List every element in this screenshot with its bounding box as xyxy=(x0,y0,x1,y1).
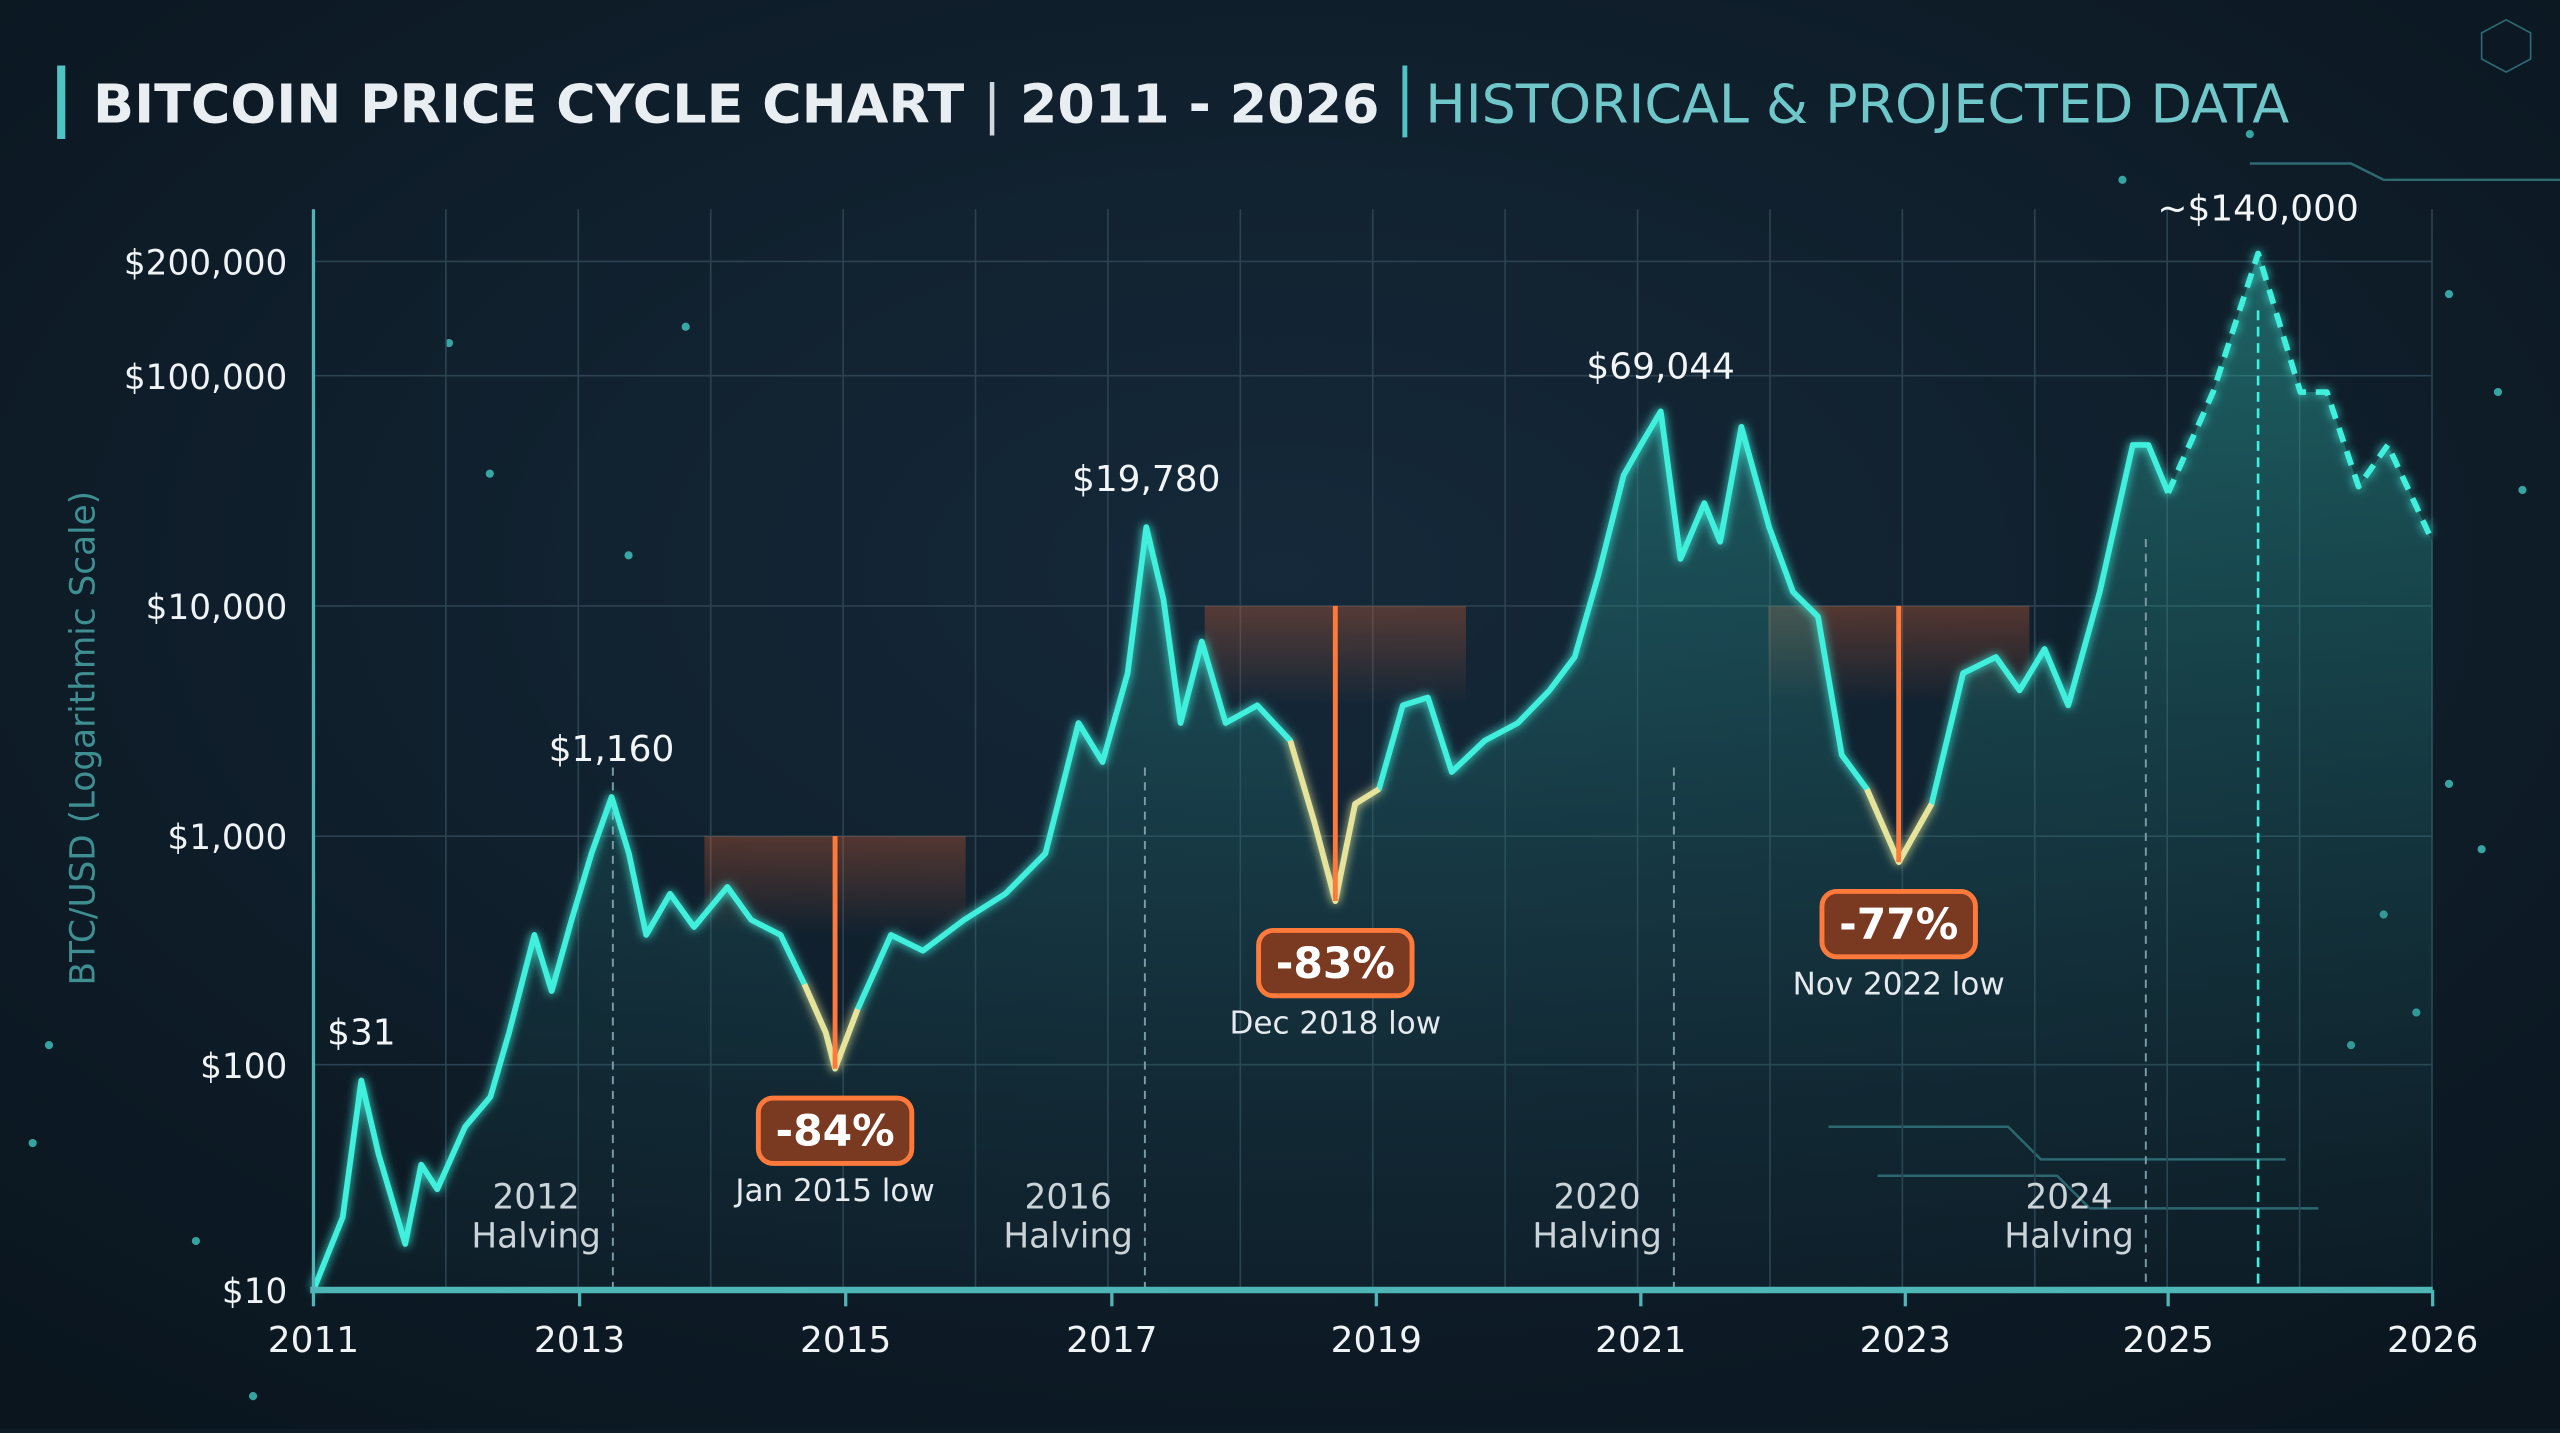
y-tick-label: $100 xyxy=(200,1047,287,1087)
drawdown-percent: -83% xyxy=(1276,940,1395,989)
hexagon-icon xyxy=(2480,18,2532,73)
projected-price-line xyxy=(2165,250,2436,543)
annotations: $31 $1,160 $19,780 $69,044 ~$140,000 -84% Jan … xyxy=(327,189,2359,1209)
decor-dot xyxy=(2444,290,2454,299)
area-fill xyxy=(313,253,2433,1291)
historical-price-line xyxy=(310,408,2171,1292)
halving-year-label: 2012 xyxy=(493,1177,580,1217)
price-lines xyxy=(310,250,2436,1292)
x-tick-label: 2013 xyxy=(534,1320,625,1361)
y-tick-label: $10 xyxy=(222,1272,287,1312)
decor-dot xyxy=(2518,485,2527,495)
peak-label: $69,044 xyxy=(1586,347,1734,388)
peak-label: $31 xyxy=(327,1013,396,1054)
drawdown-percent: -84% xyxy=(775,1107,894,1156)
halving-year-label: 2024 xyxy=(2025,1177,2112,1217)
subtitle-divider xyxy=(1402,65,1408,138)
page-subtitle: HISTORICAL & PROJECTED DATA xyxy=(1425,73,2289,136)
decor-dot xyxy=(44,1041,54,1050)
drawdown-badge xyxy=(1819,889,1978,960)
decor-dot xyxy=(624,551,633,560)
x-tick-label: 2017 xyxy=(1066,1320,1157,1361)
drawdown-caption: Nov 2022 low xyxy=(1793,966,2005,1002)
peak-label: $19,780 xyxy=(1072,459,1220,500)
decor-dot xyxy=(28,1138,37,1148)
halving-label: Halving xyxy=(1532,1217,1662,1257)
drawdown-caption: Jan 2015 low xyxy=(733,1173,934,1209)
decor-dot xyxy=(681,322,690,331)
halving-markers: 2012Halving2016Halving2020Halving2024Hal… xyxy=(471,310,2260,1291)
peak-label: $1,160 xyxy=(549,729,675,770)
drawdown-segment xyxy=(1287,739,1381,904)
area-under-curve xyxy=(313,253,2433,1291)
halving-label: Halving xyxy=(2004,1217,2134,1257)
decor-dot xyxy=(2493,387,2503,397)
decor-dot xyxy=(444,338,454,348)
halving-label: Halving xyxy=(1003,1217,1133,1257)
drawdown-badge xyxy=(1256,927,1415,999)
drawdown-segment xyxy=(1864,787,1935,865)
decor-dot xyxy=(2477,845,2486,854)
decor-dot xyxy=(248,1392,258,1401)
page-title: BITCOIN PRICE CYCLE CHART | 2011 - 2026 xyxy=(93,73,1380,136)
title-accent-bar xyxy=(57,65,66,139)
y-tick-label: $10,000 xyxy=(146,588,288,628)
x-tick-label: 2011 xyxy=(268,1320,359,1361)
halving-year-label: 2020 xyxy=(1554,1177,1641,1217)
axes: 2011 2013 2015 2017 2019 2021 2023 2025 2026 $10 $… xyxy=(124,209,2478,1361)
halving-year-label: 2016 xyxy=(1025,1177,1112,1217)
x-tick-label: 2026 xyxy=(2387,1320,2478,1361)
x-tick-label: 2019 xyxy=(1331,1320,1422,1361)
y-axis-label: BTC/USD (Logarithmic Scale) xyxy=(64,491,104,986)
x-tick-label: 2025 xyxy=(2122,1320,2213,1361)
title-separator: | xyxy=(983,73,1001,136)
decor-dot xyxy=(191,1236,200,1246)
decor-dot xyxy=(2118,175,2127,184)
drawdown-caption: Dec 2018 low xyxy=(1230,1005,1442,1041)
drawdown-badge xyxy=(755,1095,915,1166)
drawdown-segment xyxy=(801,983,861,1072)
halving-label: Halving xyxy=(471,1217,601,1257)
y-tick-label: $100,000 xyxy=(124,358,287,398)
title-main: BITCOIN PRICE CYCLE CHART xyxy=(93,73,964,136)
peak-label: ~$140,000 xyxy=(2157,189,2358,230)
title-range: 2011 - 2026 xyxy=(1020,73,1380,136)
x-tick-label: 2015 xyxy=(800,1320,891,1361)
x-tick-label: 2021 xyxy=(1595,1320,1686,1361)
decor-dot xyxy=(485,469,494,478)
y-tick-label: $1,000 xyxy=(167,818,287,858)
decor-dot xyxy=(2444,779,2454,788)
x-tick-label: 2023 xyxy=(1860,1320,1951,1361)
decor-dot xyxy=(2245,130,2254,139)
y-tick-label: $200,000 xyxy=(124,244,287,284)
drawdown-percent: -77% xyxy=(1839,901,1958,950)
